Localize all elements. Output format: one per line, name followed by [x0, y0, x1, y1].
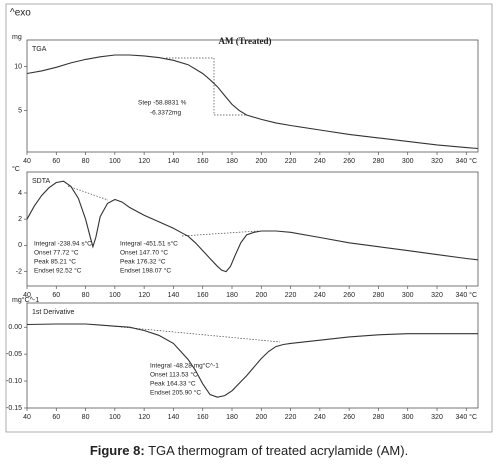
annotation: Peak 164.33 °C: [150, 380, 196, 388]
x-tick-label: 180: [226, 158, 238, 165]
x-tick-label: 240: [314, 292, 326, 299]
annotation: Endset 198.07 °C: [120, 267, 171, 275]
x-tick-label: 340 °C: [456, 291, 477, 299]
x-tick-label: 100: [109, 414, 121, 421]
y-axis-label: mg°C^-1: [12, 296, 39, 304]
x-tick-label: 300: [402, 292, 414, 299]
plot-frame: [26, 39, 479, 153]
y-tick-label: 5: [18, 107, 22, 114]
x-tick-label: 100: [109, 158, 121, 165]
x-tick-label: 140: [168, 292, 180, 299]
x-tick-label: 220: [285, 414, 297, 421]
y-axis-label: °C: [12, 165, 20, 173]
annotation: Endset 205.90 °C: [150, 389, 201, 397]
annotation: -6.3372mg: [150, 110, 181, 117]
x-tick-label: 180: [226, 292, 238, 299]
x-tick-label: 300: [402, 414, 414, 421]
y-tick-label: 4: [18, 190, 22, 197]
data-line: [26, 323, 478, 398]
x-tick-label: 200: [255, 292, 267, 299]
annotation: Integral -238.94 s°C: [34, 240, 92, 248]
x-tick-label: 140: [168, 158, 180, 165]
series-label: SDTA: [32, 178, 50, 185]
y-tick-label: -0.15: [6, 405, 22, 412]
x-tick-label: 80: [82, 158, 90, 165]
annotation: Peak 176.32 °C: [120, 258, 166, 266]
x-tick-label: 320: [431, 292, 443, 299]
x-tick-label: 200: [255, 414, 267, 421]
annotation: Onset 77.72 °C: [34, 249, 79, 257]
x-tick-label: 220: [285, 292, 297, 299]
x-tick-label: 80: [82, 292, 90, 299]
annotation: Integral -451.51 s°C: [120, 240, 178, 248]
x-tick-label: 280: [373, 158, 385, 165]
x-tick-label: 200: [255, 158, 267, 165]
x-tick-label: 160: [197, 158, 209, 165]
y-tick-label: 0.00: [8, 324, 22, 331]
x-tick-label: 260: [343, 158, 355, 165]
y-tick-label: 10: [14, 63, 22, 70]
x-tick-label: 60: [52, 414, 60, 421]
x-tick-label: 260: [343, 414, 355, 421]
x-tick-label: 120: [138, 414, 150, 421]
chart-title: AM (Treated): [219, 36, 272, 46]
x-tick-label: 320: [431, 414, 443, 421]
x-tick-label: 100: [109, 292, 121, 299]
x-tick-label: 120: [138, 158, 150, 165]
exo-label: ^exo: [10, 8, 31, 19]
x-tick-label: 280: [373, 292, 385, 299]
x-tick-label: 240: [314, 158, 326, 165]
y-tick-label: 2: [18, 216, 22, 223]
x-tick-label: 280: [373, 414, 385, 421]
x-tick-label: 340 °C: [456, 157, 477, 165]
x-tick-label: 140: [168, 414, 180, 421]
annotation: Integral -48.28 mg°C^-1: [150, 362, 219, 370]
x-tick-label: 40: [23, 414, 31, 421]
x-tick-label: 40: [23, 158, 31, 165]
y-axis-label: mg: [12, 34, 22, 41]
data-line: [26, 180, 479, 273]
annotation: Endset 92.52 °C: [34, 267, 82, 275]
baseline-guide: [181, 230, 259, 237]
x-tick-label: 40: [23, 292, 31, 299]
x-tick-label: 160: [197, 292, 209, 299]
plot-frame: [26, 302, 479, 409]
y-tick-label: -2: [16, 268, 22, 275]
x-tick-label: 80: [82, 414, 90, 421]
caption-label: Figure 8:: [90, 443, 145, 458]
series-label: 1st Derivative: [32, 309, 75, 316]
y-tick-label: -0.05: [6, 351, 22, 358]
x-tick-label: 60: [52, 158, 60, 165]
x-tick-label: 220: [285, 158, 297, 165]
x-tick-label: 240: [314, 414, 326, 421]
tangent-guide: [67, 185, 109, 201]
data-line: [26, 54, 479, 150]
annotation: Peak 85.21 °C: [34, 258, 76, 266]
annotation: Onset 113.53 °C: [150, 371, 198, 379]
step-guide: [166, 57, 247, 116]
caption-text: TGA thermogram of treated acrylamide (AM…: [145, 443, 408, 458]
series-label: TGA: [32, 46, 47, 53]
y-tick-label: -0.10: [6, 378, 22, 385]
annotation: Step -58.8831 %: [138, 100, 187, 107]
x-tick-label: 60: [52, 292, 60, 299]
x-tick-label: 120: [138, 292, 150, 299]
annotation: Onset 147.70 °C: [120, 249, 168, 257]
y-tick-label: 0: [18, 242, 22, 249]
x-tick-label: 160: [197, 414, 209, 421]
x-tick-label: 320: [431, 158, 443, 165]
x-tick-label: 300: [402, 158, 414, 165]
caption: Figure 8: TGA thermogram of treated acry…: [90, 443, 408, 458]
x-tick-label: 260: [343, 292, 355, 299]
x-tick-label: 180: [226, 414, 238, 421]
plot-frame: [26, 171, 479, 287]
x-tick-label: 340 °C: [456, 413, 477, 421]
figure-border: [5, 3, 493, 433]
